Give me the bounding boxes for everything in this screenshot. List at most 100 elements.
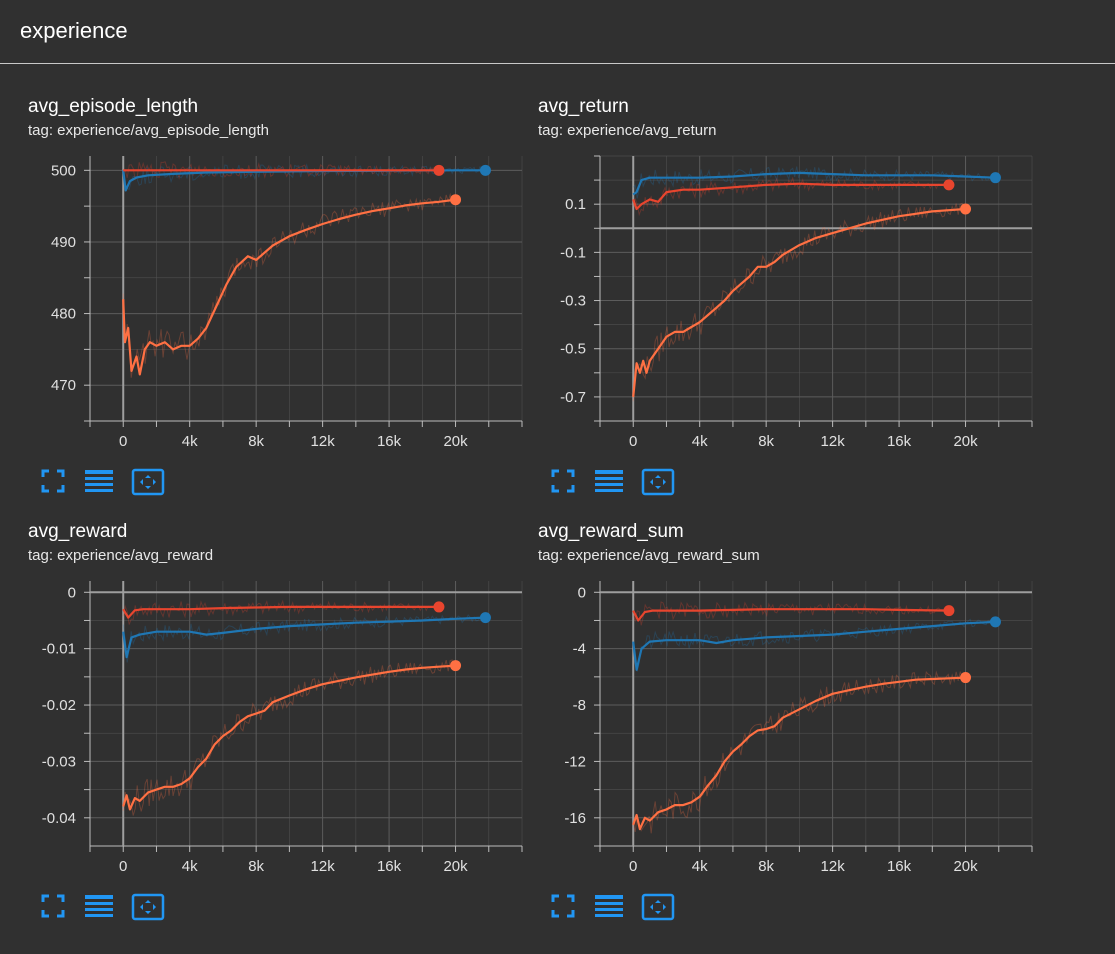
chart-avg-reward-sum[interactable]: 0 -4 -8 -12 -16 0 4k 8k 12k 16k 20k xyxy=(538,571,1038,881)
raw-series-line xyxy=(632,618,995,672)
chart-avg-return[interactable]: 0.1 -0.1 -0.3 -0.5 -0.7 0 4k 8k 12k 16k 20k xyxy=(538,146,1038,456)
zoom-reset-button[interactable] xyxy=(641,893,675,923)
data-table-button[interactable] xyxy=(84,893,118,923)
series-end-dot xyxy=(989,172,1001,184)
raw-series-line xyxy=(632,601,949,626)
card-avg-reward: avg_reward tag: experience/avg_reward 0 -… xyxy=(28,521,538,941)
chart-tag: tag: experience/avg_return xyxy=(538,122,717,139)
y-tick-label: 0.1 xyxy=(565,196,586,213)
x-tick-label: 8k xyxy=(248,858,264,875)
chart-toolbar xyxy=(550,893,710,923)
series-line xyxy=(122,605,439,619)
chart-title: avg_episode_length xyxy=(28,96,199,117)
fit-domain-button[interactable] xyxy=(550,893,584,923)
zoom-reset-button[interactable] xyxy=(131,468,165,498)
x-tick-label: 0 xyxy=(629,433,637,450)
x-tick-label: 16k xyxy=(887,858,912,875)
x-tick-label: 20k xyxy=(953,858,978,875)
x-tick-label: 16k xyxy=(887,433,912,450)
chart-avg-episode-length[interactable]: 500 490 480 470 0 4k 8k 12k 16k 20k xyxy=(28,146,528,456)
y-tick-label: -12 xyxy=(564,753,586,770)
y-tick-label: -0.5 xyxy=(560,341,586,358)
y-tick-label: -4 xyxy=(573,641,586,658)
x-tick-label: 0 xyxy=(629,858,637,875)
zoom-reset-button[interactable] xyxy=(641,468,675,498)
data-table-icon xyxy=(85,470,113,492)
zoom-reset-icon xyxy=(641,893,675,921)
fit-domain-icon xyxy=(41,894,65,918)
x-tick-label: 4k xyxy=(692,433,708,450)
raw-series-line xyxy=(632,166,995,199)
x-tick-label: 8k xyxy=(248,433,264,450)
fit-domain-button[interactable] xyxy=(550,468,584,498)
x-tick-label: 4k xyxy=(692,858,708,875)
chart-toolbar xyxy=(40,468,200,498)
chart-title: avg_return xyxy=(538,96,629,117)
raw-series-line xyxy=(632,202,965,402)
data-table-button[interactable] xyxy=(84,468,118,498)
series-end-dot xyxy=(450,194,462,206)
data-table-icon xyxy=(595,470,623,492)
chart-avg-reward[interactable]: 0 -0.01 -0.02 -0.03 -0.04 0 4k 8k 12k 16k 20k xyxy=(28,571,528,881)
x-tick-label: 12k xyxy=(821,433,846,450)
fit-domain-icon xyxy=(551,469,575,493)
series-end-dot xyxy=(479,164,491,176)
y-tick-label: 490 xyxy=(51,234,76,251)
y-tick-label: -16 xyxy=(564,810,586,827)
chart-toolbar xyxy=(40,893,200,923)
series-end-dot xyxy=(960,672,972,684)
y-tick-label: 0 xyxy=(68,584,76,601)
data-table-button[interactable] xyxy=(594,468,628,498)
series-line xyxy=(632,182,949,211)
chart-tag: tag: experience/avg_reward xyxy=(28,547,214,564)
data-table-icon xyxy=(85,895,113,917)
card-avg-return: avg_return tag: experience/avg_return 0.… xyxy=(538,96,1048,516)
chart-toolbar xyxy=(550,468,710,498)
y-tick-label: -8 xyxy=(573,697,586,714)
x-tick-label: 16k xyxy=(377,433,402,450)
data-table-button[interactable] xyxy=(594,893,628,923)
x-tick-label: 20k xyxy=(443,858,468,875)
fit-domain-button[interactable] xyxy=(40,893,74,923)
x-tick-label: 12k xyxy=(311,433,336,450)
y-tick-label: 480 xyxy=(51,306,76,323)
x-tick-label: 4k xyxy=(182,433,198,450)
y-tick-label: 0 xyxy=(578,584,586,601)
x-tick-label: 4k xyxy=(182,858,198,875)
x-tick-label: 0 xyxy=(119,858,127,875)
series-end-dot xyxy=(479,612,491,624)
y-tick-label: -0.04 xyxy=(42,810,76,827)
series-line xyxy=(632,676,966,831)
fit-domain-icon xyxy=(551,894,575,918)
series-line xyxy=(122,198,456,376)
raw-series-line xyxy=(122,192,455,378)
series-end-dot xyxy=(943,179,955,191)
section-header: experience xyxy=(0,0,1115,64)
series-line xyxy=(632,620,996,671)
x-tick-label: 0 xyxy=(119,433,127,450)
series-end-dot xyxy=(989,616,1001,628)
zoom-reset-icon xyxy=(131,893,165,921)
zoom-reset-icon xyxy=(641,468,675,496)
series-end-dot xyxy=(433,164,445,176)
series-line xyxy=(122,169,486,192)
zoom-reset-button[interactable] xyxy=(131,893,165,923)
raw-series-line xyxy=(122,614,485,663)
y-tick-label: -0.02 xyxy=(42,697,76,714)
section-title: experience xyxy=(20,18,128,43)
series-line xyxy=(632,207,966,398)
data-table-icon xyxy=(595,895,623,917)
y-tick-label: -0.3 xyxy=(560,293,586,310)
x-tick-label: 20k xyxy=(443,433,468,450)
card-avg-reward-sum: avg_reward_sum tag: experience/avg_rewar… xyxy=(538,521,1048,941)
series-end-dot xyxy=(960,203,972,215)
fit-domain-icon xyxy=(41,469,65,493)
series-end-dot xyxy=(450,660,462,672)
series-line xyxy=(122,664,456,811)
series-line xyxy=(122,616,486,659)
fit-domain-button[interactable] xyxy=(40,468,74,498)
y-tick-label: 470 xyxy=(51,377,76,394)
x-tick-label: 12k xyxy=(311,858,336,875)
raw-series-line xyxy=(632,670,965,834)
x-tick-label: 16k xyxy=(377,858,402,875)
